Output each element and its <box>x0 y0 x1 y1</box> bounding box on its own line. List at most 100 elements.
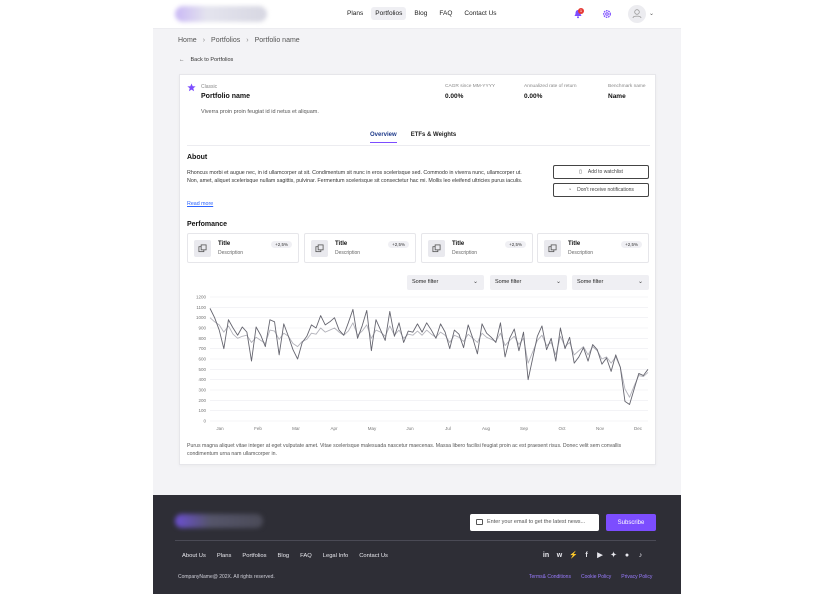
slack-icon[interactable]: ⚡ <box>569 552 578 559</box>
y-tick-label: 300 <box>198 388 206 393</box>
y-tick-label: 400 <box>198 377 206 382</box>
series-line <box>209 317 649 398</box>
breadcrumb-home[interactable]: Home <box>178 37 197 44</box>
y-tick-label: 600 <box>198 357 206 362</box>
x-tick-label: Oct <box>558 426 566 431</box>
footer: Enter your email to get the latest news.… <box>153 495 681 594</box>
privacy-policy-link[interactable]: Privacy Policy <box>621 574 653 580</box>
stat-label: CAGR since MM-YYYY <box>445 84 496 89</box>
x-tick-label: Mar <box>292 426 300 431</box>
performance-card-description: Description <box>335 250 361 256</box>
performance-card-badge: +2,5% <box>271 241 292 248</box>
footer-logo[interactable] <box>175 514 263 528</box>
performance-card-badge: +2,5% <box>388 241 409 248</box>
performance-card[interactable]: Title Description +2,5% <box>304 233 416 263</box>
footer-link-legal[interactable]: Legal Info <box>322 553 349 559</box>
y-tick-label: 100 <box>198 408 206 413</box>
copy-icon <box>428 240 445 257</box>
chevron-down-icon: ⌄ <box>637 279 643 285</box>
copy-icon <box>194 240 211 257</box>
back-to-portfolios-link[interactable]: ← Back to Portfolios <box>179 57 233 63</box>
x-tick-label: Jan <box>216 426 224 431</box>
stat-label: Benchmark name <box>608 84 646 89</box>
performance-card-title: Title <box>452 241 465 247</box>
portfolio-description: Viverra proin proin feugiat id id netus … <box>201 109 319 115</box>
portfolio-card: Classic Portfolio name Viverra proin pro… <box>179 74 656 465</box>
copy-icon <box>311 240 328 257</box>
footer-link-plans[interactable]: Plans <box>216 553 232 559</box>
star-icon[interactable] <box>187 83 196 92</box>
add-to-watchlist-button[interactable]: ▯ Add to watchlist <box>553 165 649 179</box>
filter-label: Some filter <box>577 279 604 285</box>
filter-select-2[interactable]: Some filter ⌄ <box>490 275 567 290</box>
twitter-icon[interactable]: ✦ <box>610 552 617 559</box>
chevron-down-icon: ⌄ <box>472 279 478 285</box>
mail-icon <box>476 519 483 525</box>
x-tick-label: Nov <box>596 426 605 431</box>
about-text: Rhoncus morbi et augue nec, in id ullamc… <box>187 170 523 185</box>
portfolio-name: Portfolio name <box>201 93 251 100</box>
breadcrumb-current: Portfolio name <box>254 37 300 44</box>
terms-link[interactable]: Terms& Conditions <box>529 574 571 580</box>
facebook-icon[interactable]: f <box>585 552 588 559</box>
performance-card-title: Title <box>335 241 348 247</box>
nav-link-portfolios[interactable]: Portfolios <box>371 7 407 20</box>
footer-link-about[interactable]: About Us <box>182 553 206 559</box>
chevron-down-icon: ⌄ <box>555 279 561 285</box>
reddit-icon[interactable]: ● <box>624 552 630 559</box>
performance-title: Perfomance <box>187 221 228 228</box>
cookie-policy-link[interactable]: Cookie Policy <box>580 574 612 580</box>
user-avatar[interactable] <box>628 5 646 23</box>
youtube-icon[interactable]: ▶ <box>597 552 603 559</box>
stat-value: 0.00% <box>524 93 543 100</box>
stat-annualized-return: Annualized rate of return 0.00% <box>524 84 577 100</box>
tab-bar: Overview ETFs & Weights <box>370 132 456 143</box>
legal-links: Terms& Conditions Cookie Policy Privacy … <box>529 574 652 580</box>
footer-link-portfolios[interactable]: Portfolios <box>242 553 267 559</box>
nav-link-contact[interactable]: Contact Us <box>464 10 497 17</box>
y-tick-label: 800 <box>198 336 206 341</box>
newsletter-email-input[interactable]: Enter your email to get the latest news.… <box>470 514 599 531</box>
y-tick-label: 200 <box>198 398 206 403</box>
x-tick-label: Jun <box>406 426 414 431</box>
filter-label: Some filter <box>412 279 439 285</box>
filter-select-3[interactable]: Some filter ⌄ <box>572 275 649 290</box>
footer-link-blog[interactable]: Blog <box>277 553 290 559</box>
stat-value: 0.00% <box>445 93 464 100</box>
performance-card-description: Description <box>218 250 244 256</box>
footer-divider <box>175 540 656 541</box>
footer-link-contact[interactable]: Contact Us <box>359 553 388 559</box>
y-tick-label: 900 <box>198 326 206 331</box>
top-navigation: Plans Portfolios Blog FAQ Contact Us 1 ⌄ <box>153 0 681 29</box>
performance-card[interactable]: Title Description +2,5% <box>537 233 649 263</box>
filter-select-1[interactable]: Some filter ⌄ <box>407 275 484 290</box>
nav-link-faq[interactable]: FAQ <box>439 10 453 17</box>
portfolio-type: Classic <box>201 84 218 90</box>
wellfound-icon[interactable]: w <box>556 552 563 559</box>
performance-card-description: Description <box>452 250 478 256</box>
y-tick-label: 500 <box>198 367 206 372</box>
stat-label: Annualized rate of return <box>524 84 577 89</box>
performance-card[interactable]: Title Description +2,5% <box>187 233 299 263</box>
y-tick-label: 1000 <box>196 315 207 320</box>
bell-outline-icon: ◔ <box>568 187 572 193</box>
subscribe-button[interactable]: Subscribe <box>606 514 656 531</box>
nav-link-plans[interactable]: Plans <box>347 10 364 17</box>
footer-link-faq[interactable]: FAQ <box>300 553 312 559</box>
series-line <box>209 308 649 405</box>
chevron-down-icon[interactable]: ⌄ <box>649 11 655 17</box>
performance-card[interactable]: Title Description +2,5% <box>421 233 533 263</box>
y-tick-label: 1100 <box>196 305 206 310</box>
y-tick-label: 1200 <box>196 295 207 300</box>
nav-link-blog[interactable]: Blog <box>414 10 428 17</box>
tab-overview[interactable]: Overview <box>370 132 397 143</box>
linkedin-icon[interactable]: in <box>542 552 550 559</box>
gear-icon[interactable] <box>602 9 612 19</box>
company-logo[interactable] <box>175 6 267 22</box>
notifications-button[interactable]: ◔ Don't receive notifications <box>553 183 649 197</box>
read-more-link[interactable]: Read more <box>187 201 214 207</box>
arrow-left-icon: ← <box>179 57 185 63</box>
breadcrumb-portfolios[interactable]: Portfolios <box>211 37 241 44</box>
tab-etfs-weights[interactable]: ETFs & Weights <box>410 132 457 138</box>
tiktok-icon[interactable]: ♪ <box>638 552 643 559</box>
